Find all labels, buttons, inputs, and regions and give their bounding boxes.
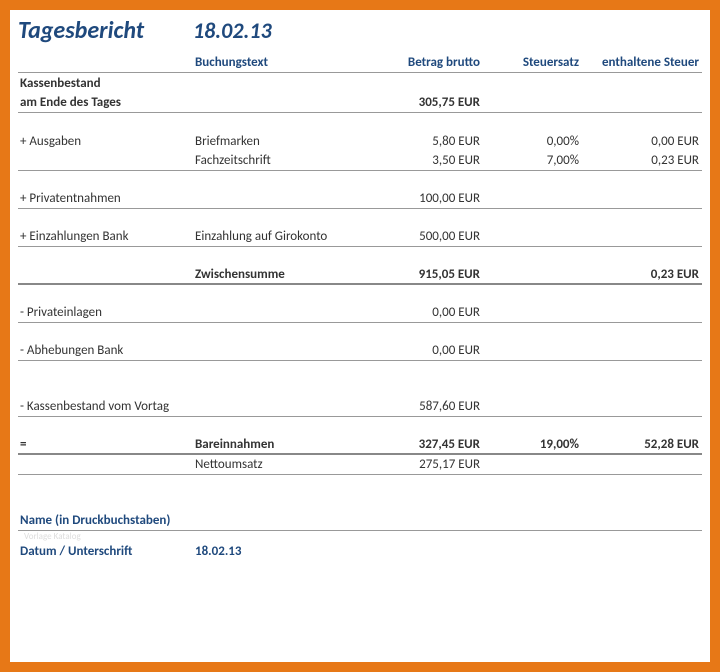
abhebungen-row: - Abhebungen Bank 0,00 EUR <box>18 341 702 361</box>
ausgaben-label: + Ausgaben <box>18 134 193 149</box>
column-headers: Buchungstext Betrag brutto Steuersatz en… <box>18 55 702 73</box>
privateinlagen-label: - Privateinlagen <box>18 305 193 320</box>
nettoumsatz-label: Nettoumsatz <box>193 457 348 472</box>
kassenbestand-row-1: Kassenbestand <box>18 73 702 93</box>
nettoumsatz-row: Nettoumsatz 275,17 EUR <box>18 455 702 475</box>
name-row: Name (in Druckbuchstaben) <box>18 511 702 531</box>
bareinnahmen-steuer: 52,28 EUR <box>583 437 703 452</box>
title-row: Tagesbericht 18.02.13 <box>18 16 702 45</box>
zwischensumme-row: Zwischensumme 915,05 EUR 0,23 EUR <box>18 265 702 285</box>
ausgaben-item-0-satz: 0,00% <box>488 134 583 149</box>
datum-row: Datum / Unterschrift 18.02.13 <box>18 542 702 561</box>
bareinnahmen-satz: 19,00% <box>488 437 583 452</box>
vortag-label: - Kassenbestand vom Vortag <box>18 399 193 414</box>
bareinnahmen-brutto: 327,45 EUR <box>348 437 488 452</box>
kassenbestand-row-2: am Ende des Tages 305,75 EUR <box>18 93 702 113</box>
daily-report-sheet: Tagesbericht 18.02.13 Buchungstext Betra… <box>10 10 710 662</box>
watermark: Vorlage Katalog <box>18 531 702 542</box>
privatentnahmen-row: + Privatentnahmen 100,00 EUR <box>18 189 702 209</box>
privateinlagen-row: - Privateinlagen 0,00 EUR <box>18 303 702 323</box>
einzahlungen-label: + Einzahlungen Bank <box>18 229 193 244</box>
privateinlagen-brutto: 0,00 EUR <box>348 305 488 320</box>
kassenbestand-amount: 305,75 EUR <box>348 95 488 110</box>
zwischensumme-steuer: 0,23 EUR <box>583 267 703 282</box>
abhebungen-label: - Abhebungen Bank <box>18 343 193 358</box>
datum-label: Datum / Unterschrift <box>18 544 193 559</box>
kassenbestand-label-2: am Ende des Tages <box>18 95 193 110</box>
header-betrag: Betrag brutto <box>348 55 488 70</box>
datum-value: 18.02.13 <box>193 544 348 559</box>
privatentnahmen-label: + Privatentnahmen <box>18 191 193 206</box>
ausgaben-item-1-brutto: 3,50 EUR <box>348 153 488 168</box>
zwischensumme-label: Zwischensumme <box>193 267 348 282</box>
report-date: 18.02.13 <box>193 17 348 44</box>
zwischensumme-brutto: 915,05 EUR <box>348 267 488 282</box>
equals-sign: = <box>18 437 193 452</box>
header-steuersatz: Steuersatz <box>488 55 583 70</box>
ausgaben-row-1: + Ausgaben Briefmarken 5,80 EUR 0,00% 0,… <box>18 131 702 151</box>
report-title: Tagesbericht <box>18 16 193 45</box>
header-buchungstext: Buchungstext <box>193 55 348 70</box>
ausgaben-item-0-brutto: 5,80 EUR <box>348 134 488 149</box>
vortag-brutto: 587,60 EUR <box>348 399 488 414</box>
ausgaben-item-1-steuer: 0,23 EUR <box>583 153 703 168</box>
einzahlungen-text: Einzahlung auf Girokonto <box>193 229 348 244</box>
einzahlungen-row: + Einzahlungen Bank Einzahlung auf Girok… <box>18 227 702 247</box>
bareinnahmen-row: = Bareinnahmen 327,45 EUR 19,00% 52,28 E… <box>18 435 702 455</box>
vortag-row: - Kassenbestand vom Vortag 587,60 EUR <box>18 397 702 417</box>
abhebungen-brutto: 0,00 EUR <box>348 343 488 358</box>
ausgaben-row-2: Fachzeitschrift 3,50 EUR 7,00% 0,23 EUR <box>18 151 702 171</box>
nettoumsatz-brutto: 275,17 EUR <box>348 457 488 472</box>
ausgaben-item-1-satz: 7,00% <box>488 153 583 168</box>
header-steuer: enthaltene Steuer <box>583 55 703 70</box>
kassenbestand-label-1: Kassenbestand <box>18 76 193 91</box>
ausgaben-item-0-text: Briefmarken <box>193 134 348 149</box>
name-label: Name (in Druckbuchstaben) <box>18 513 193 528</box>
privatentnahmen-brutto: 100,00 EUR <box>348 191 488 206</box>
ausgaben-item-0-steuer: 0,00 EUR <box>583 134 703 149</box>
einzahlungen-brutto: 500,00 EUR <box>348 229 488 244</box>
bareinnahmen-label: Bareinnahmen <box>193 437 348 452</box>
ausgaben-item-1-text: Fachzeitschrift <box>193 153 348 168</box>
